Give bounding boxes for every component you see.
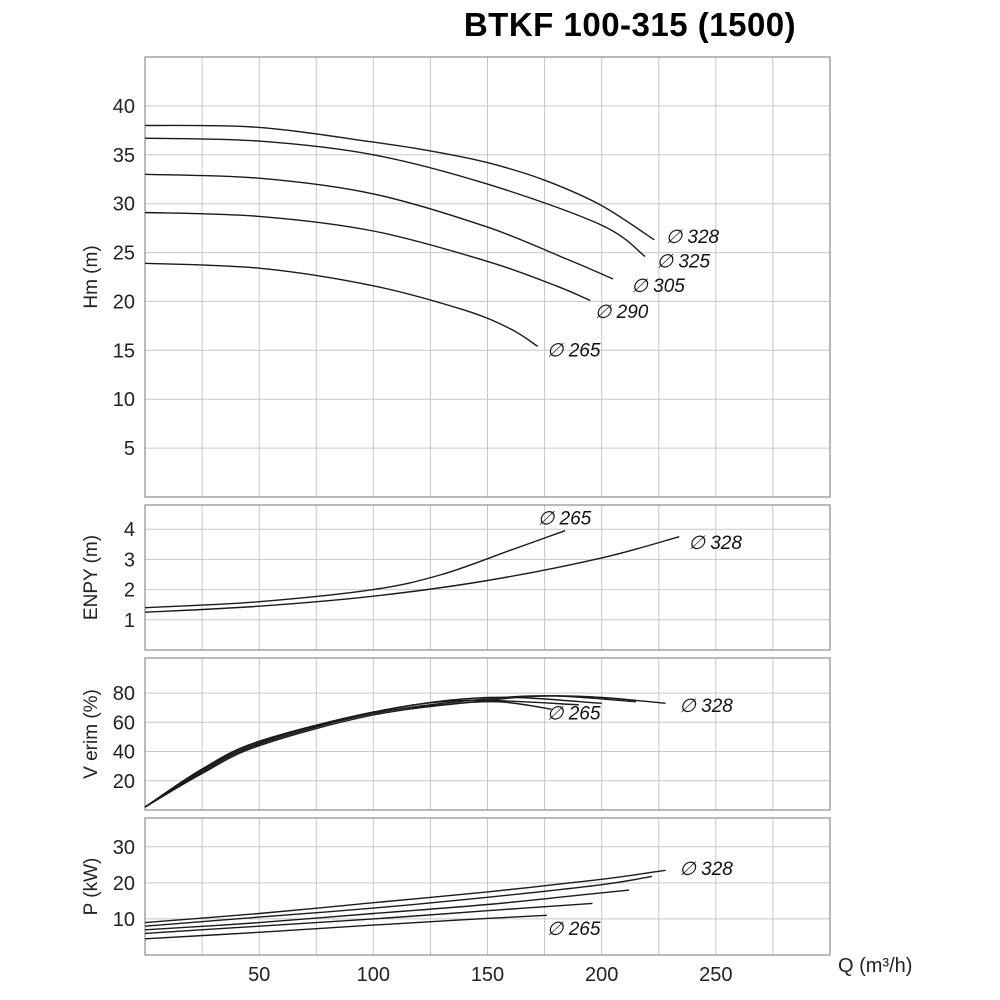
y-tick-label: 20 [113,771,135,793]
curve-label: ∅ 325 [657,251,711,272]
curve-265 [144,700,552,808]
y-tick-label: 30 [113,194,135,216]
curve-label: ∅ 305 [631,276,685,297]
curve-265 [144,530,566,609]
curve-328 [144,124,655,241]
y-axis-label: V erim (%) [81,689,102,779]
curve-325 [144,875,653,927]
curve-label: ∅ 328 [679,696,733,717]
y-tick-label: 40 [113,96,135,118]
y-axis-label: P (kW) [81,858,102,916]
curve-265 [144,914,547,940]
x-axis: 50 100 150 200 250 Q (m³/h) [248,955,912,986]
panel-power: 10 20 30 P (kW) ∅ 328 ∅ 265 [81,817,831,956]
y-tick-label: 30 [113,837,135,859]
x-tick-label: 50 [248,964,270,986]
chart-title: BTKF 100-315 (1500) [463,6,797,43]
y-axis-label: Hm (m) [81,245,102,308]
panel-npsh: 1 2 3 4 ENPY (m) ∅ 265 ∅ 328 [81,504,831,651]
y-tick-label: 25 [113,243,135,265]
y-tick-label: 80 [113,683,135,705]
y-tick-label: 20 [113,291,135,313]
curve-328 [144,536,680,613]
curve-290 [144,902,593,935]
panel-frame [144,56,831,498]
curve-label: ∅ 328 [688,533,742,554]
curve-label: ∅ 265 [547,340,601,361]
y-tick-label: 5 [124,438,135,460]
panel-frame [144,817,831,956]
y-tick-label: 10 [113,909,135,931]
curve-328 [144,695,666,808]
x-axis-label: Q (m³/h) [838,955,912,977]
y-tick-label: 10 [113,389,135,411]
curve-label: ∅ 328 [666,227,720,248]
x-tick-label: 150 [471,964,504,986]
y-tick-label: 3 [124,549,135,571]
panel-efficiency: 20 40 60 80 V erim (%) ∅ 328 ∅ 265 [81,657,831,811]
y-tick-label: 2 [124,580,135,602]
panel-head: 5 10 15 20 25 30 35 40 Hm (m) ∅ 328 ∅ 325 ∅ 305 ∅ 29… [81,56,831,498]
panel-frame [144,504,831,651]
curve-label: ∅ 265 [547,704,601,725]
curve-label: ∅ 328 [679,859,733,880]
y-tick-label: 60 [113,712,135,734]
curve-290 [144,211,591,302]
curve-328 [144,869,666,924]
x-tick-label: 100 [357,964,390,986]
curve-305 [144,173,614,280]
y-tick-label: 40 [113,742,135,764]
curve-265 [144,262,539,347]
curve-325 [144,137,646,258]
curve-305 [144,889,630,931]
y-tick-label: 20 [113,873,135,895]
curve-label: ∅ 290 [595,302,649,323]
y-axis-label: ENPY (m) [81,535,102,620]
y-tick-label: 4 [124,519,135,541]
y-tick-label: 1 [124,610,135,632]
x-tick-label: 250 [699,964,732,986]
x-tick-label: 200 [585,964,618,986]
panel-frame [144,657,831,811]
curve-label: ∅ 265 [538,509,592,530]
y-tick-label: 35 [113,145,135,167]
curve-label: ∅ 265 [547,919,601,940]
y-tick-label: 15 [113,340,135,362]
